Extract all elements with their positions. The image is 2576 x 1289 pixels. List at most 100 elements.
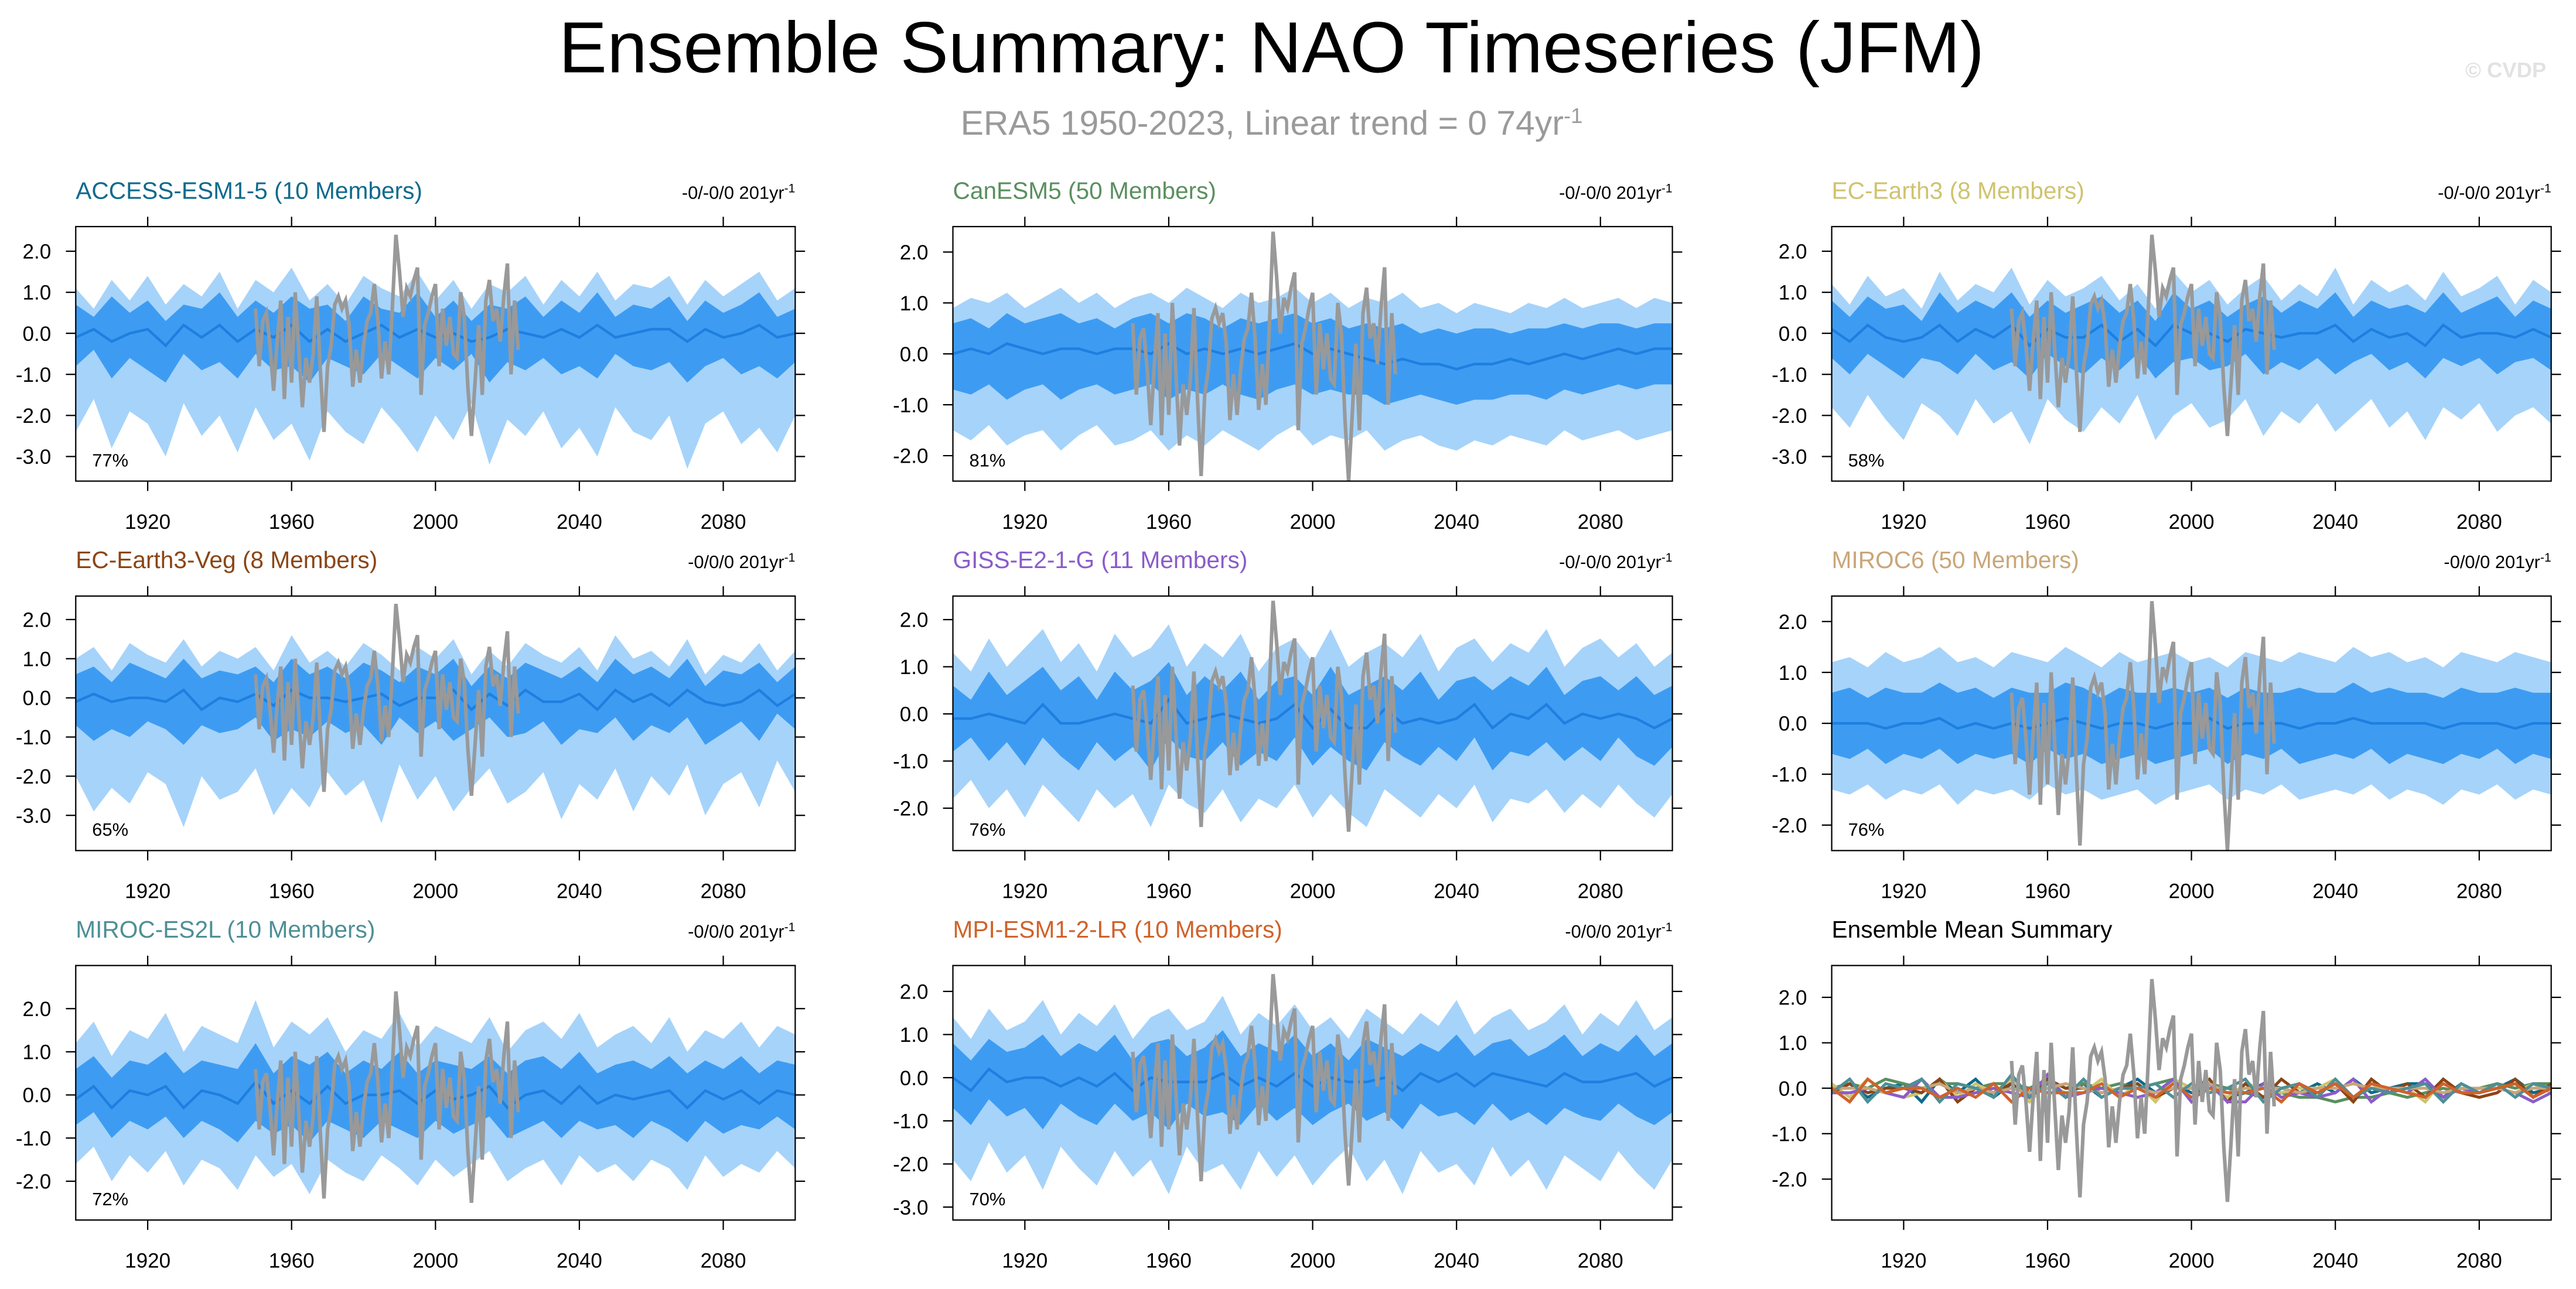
panel-title: MIROC6 (50 Members) xyxy=(1832,546,2079,573)
trend-label: -0/0/0 201yr-1 xyxy=(688,551,795,573)
observed-line xyxy=(2009,234,2276,436)
x-tick-label: 2000 xyxy=(1290,880,1336,903)
x-tick-label: 2000 xyxy=(2169,1250,2215,1273)
x-tick-label: 1920 xyxy=(1881,1250,1926,1273)
x-tick-label: 2040 xyxy=(1434,511,1479,534)
x-tick-label: 1920 xyxy=(1002,880,1048,903)
panel: 2.0 1.0 0.0 -1.0 -2.0 1920 1960 2000 2040 2080 MIR… xyxy=(16,916,806,1273)
plot-area xyxy=(76,234,796,469)
x-tick-label: 1920 xyxy=(1002,511,1048,534)
y-tick-label: 0.0 xyxy=(23,323,52,346)
y-tick-label: -1.0 xyxy=(893,1110,928,1133)
x-tick-label: 2040 xyxy=(2312,511,2358,534)
trend-exponent: -1 xyxy=(1661,920,1673,934)
y-tick-label: 1.0 xyxy=(1779,1032,1807,1055)
y-tick-label: 1.0 xyxy=(23,648,52,671)
ensemble-mean-line xyxy=(953,1067,1673,1093)
subtitle-text: ERA5 1950-2023, Linear trend = 0 74yr xyxy=(961,104,1564,142)
x-tick-label: 2080 xyxy=(2456,1250,2502,1273)
x-tick-label: 1960 xyxy=(1146,880,1192,903)
observed-line xyxy=(1131,231,1397,481)
observed-line xyxy=(254,603,520,796)
figure-subtitle: ERA5 1950-2023, Linear trend = 0 74yr-1 xyxy=(961,103,1583,142)
x-tick-label: 2080 xyxy=(1578,880,1623,903)
ensemble-mean-line xyxy=(76,688,796,712)
y-tick-label: 0.0 xyxy=(900,1067,929,1090)
y-tick-label: 0.0 xyxy=(900,703,929,726)
trend-label: -0/-0/0 201yr-1 xyxy=(1559,551,1672,573)
percent-label: 77% xyxy=(92,450,128,470)
plot-area xyxy=(1831,601,2551,851)
x-tick-label: 2040 xyxy=(557,880,602,903)
x-tick-label: 2040 xyxy=(1434,1250,1479,1273)
percent-label: 58% xyxy=(1848,450,1885,470)
y-tick-label: 2.0 xyxy=(900,980,929,1003)
subtitle-exponent: -1 xyxy=(1564,103,1582,127)
y-tick-label: -2.0 xyxy=(1772,405,1807,428)
figure-title: Ensemble Summary: NAO Timeseries (JFM) xyxy=(559,7,1984,88)
x-tick-label: 1920 xyxy=(1881,511,1926,534)
trend-exponent: -1 xyxy=(1661,182,1673,195)
x-tick-label: 2080 xyxy=(1578,1250,1623,1273)
trend-text: -0/-0/0 201yr xyxy=(1559,552,1661,572)
x-tick-label: 1920 xyxy=(125,880,170,903)
trend-text: -0/-0/0 201yr xyxy=(682,182,784,203)
y-tick-label: 2.0 xyxy=(900,241,929,264)
panel: 2.0 1.0 0.0 -1.0 -2.0 1920 1960 2000 2040 2080 Ens… xyxy=(1772,916,2561,1273)
inner-band xyxy=(953,1030,1673,1130)
x-tick-label: 2080 xyxy=(2456,880,2502,903)
trend-label: -0/0/0 201yr-1 xyxy=(2444,551,2551,573)
x-tick-label: 2040 xyxy=(1434,880,1479,903)
trend-text: -0/0/0 201yr xyxy=(688,552,784,572)
trend-text: -0/0/0 201yr xyxy=(1565,921,1661,942)
panel-title: MIROC-ES2L (10 Members) xyxy=(76,916,375,943)
y-tick-label: -2.0 xyxy=(1772,815,1807,837)
inner-band xyxy=(76,1043,796,1143)
panel-title: MPI-ESM1-2-LR (10 Members) xyxy=(953,916,1282,943)
plot-area xyxy=(953,231,1673,481)
y-tick-label: -3.0 xyxy=(893,1196,928,1219)
x-tick-label: 2000 xyxy=(1290,1250,1336,1273)
x-tick-label: 2080 xyxy=(1578,511,1623,534)
y-tick-label: 0.0 xyxy=(900,343,929,366)
y-tick-label: 1.0 xyxy=(900,656,929,679)
y-tick-label: 1.0 xyxy=(1779,662,1807,685)
x-tick-label: 2040 xyxy=(2312,1250,2358,1273)
panel: 2.0 1.0 0.0 -1.0 -2.0 1920 1960 2000 2040 2080 MIR… xyxy=(1772,546,2561,903)
observed-line xyxy=(254,991,520,1203)
y-tick-label: 2.0 xyxy=(23,241,52,264)
y-tick-label: -2.0 xyxy=(893,798,928,820)
plot-area xyxy=(953,974,1673,1195)
y-tick-label: -2.0 xyxy=(893,445,928,468)
y-tick-label: -3.0 xyxy=(16,805,51,828)
percent-label: 65% xyxy=(92,819,128,840)
trend-label: -0/0/0 201yr-1 xyxy=(688,920,795,942)
y-tick-label: -1.0 xyxy=(16,726,51,749)
y-tick-label: 2.0 xyxy=(1779,987,1807,1010)
panel-title: ACCESS-ESM1-5 (10 Members) xyxy=(76,177,422,204)
x-tick-label: 2000 xyxy=(412,880,458,903)
panel: 2.0 1.0 0.0 -1.0 -2.0 1920 1960 2000 2040 2080 GIS… xyxy=(893,546,1683,903)
x-tick-label: 1920 xyxy=(125,1250,170,1273)
x-tick-label: 1960 xyxy=(269,880,315,903)
percent-label: 72% xyxy=(92,1189,128,1209)
x-tick-label: 1960 xyxy=(2025,880,2070,903)
copyright: © CVDP xyxy=(2465,58,2546,82)
percent-label: 81% xyxy=(970,450,1006,470)
observed-line xyxy=(1131,600,1397,832)
trend-label: -0/-0/0 201yr-1 xyxy=(2438,182,2551,203)
trend-exponent: -1 xyxy=(2540,182,2551,195)
x-tick-label: 1960 xyxy=(2025,511,2070,534)
x-tick-label: 2080 xyxy=(2456,511,2502,534)
x-tick-label: 1960 xyxy=(1146,511,1192,534)
ensemble-mean-line xyxy=(1831,323,2551,348)
x-tick-label: 2000 xyxy=(2169,511,2215,534)
panel-title: GISS-E2-1-G (11 Members) xyxy=(953,546,1248,573)
plot-area xyxy=(1831,234,2551,445)
x-tick-label: 2080 xyxy=(701,880,746,903)
plot-area xyxy=(76,603,796,828)
panel: 2.0 1.0 0.0 -1.0 -2.0 -3.0 1920 1960 2000 2040 208… xyxy=(16,177,806,534)
y-tick-label: 1.0 xyxy=(1779,282,1807,305)
